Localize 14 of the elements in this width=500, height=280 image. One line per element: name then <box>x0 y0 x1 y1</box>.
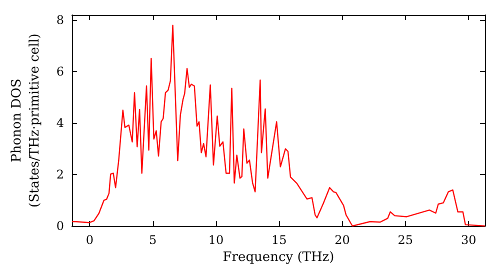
x-tick-label: 10 <box>208 233 224 247</box>
y-tick-label: 6 <box>56 64 64 79</box>
x-tick-label: 30 <box>460 233 476 247</box>
x-tick-label: 5 <box>149 233 157 247</box>
x-tick-label: 20 <box>334 233 350 247</box>
x-tick-label: 15 <box>271 233 287 247</box>
x-tick-label: 0 <box>86 233 94 247</box>
y-tick-label: 0 <box>56 219 64 233</box>
x-axis-title: Frequency (THz) <box>222 250 334 265</box>
y-axis-title: Phonon DOS (States/THz·primitive cell) <box>10 33 42 208</box>
x-tick-label: 25 <box>398 233 414 247</box>
y-tick-label: 4 <box>56 116 64 130</box>
y-tick-label: 8 <box>56 13 64 28</box>
y-tick-label: 2 <box>56 168 64 182</box>
